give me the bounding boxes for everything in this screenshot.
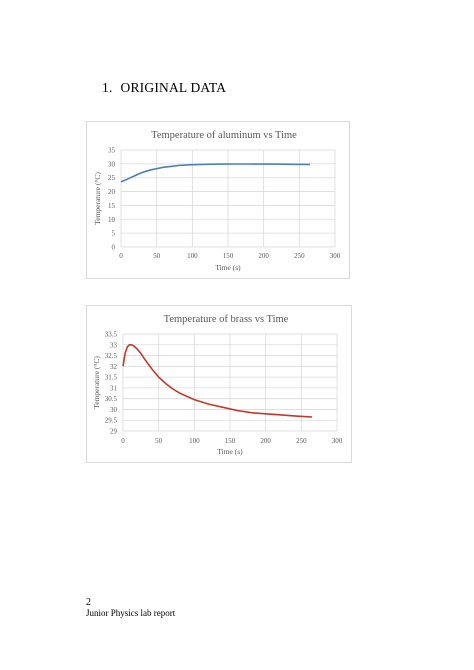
y-tick-label: 31.5 (105, 374, 118, 382)
chart-title: Temperature of brass vs Time (164, 314, 289, 325)
aluminum-chart: Temperature of aluminum vs Time 0 5 10 15 20 2… (86, 121, 350, 279)
x-tick-label: 100 (187, 252, 198, 260)
x-tick-label: 50 (155, 437, 163, 445)
brass-chart: Temperature of brass vs Time 29 29.5 30 30.5… (86, 305, 352, 463)
x-tick-label: 300 (330, 252, 341, 260)
brass-chart-svg: Temperature of brass vs Time 29 29.5 30 30.5… (92, 314, 343, 456)
x-axis-label: Time (s) (217, 447, 243, 456)
y-tick-label: 25 (108, 174, 116, 182)
page-number: 2 (86, 597, 91, 608)
x-tick-label: 200 (260, 437, 271, 445)
y-tick-label: 29.5 (105, 417, 118, 425)
footer-report-label: Junior Physics lab report (86, 608, 176, 618)
y-tick-label: 35 (108, 147, 116, 155)
x-tick-label: 150 (223, 252, 234, 260)
x-axis-label: Time (s) (215, 263, 241, 272)
x-tick-label: 200 (258, 252, 269, 260)
y-tick-label: 32 (110, 363, 118, 371)
y-tick-label: 10 (108, 216, 116, 224)
y-tick-label: 31 (110, 384, 118, 392)
chart-title: Temperature of aluminum vs Time (151, 130, 297, 141)
x-tick-label: 250 (296, 437, 307, 445)
x-tick-label: 100 (189, 437, 200, 445)
section-number: 1. (102, 80, 113, 95)
y-tick-label: 30.5 (105, 395, 118, 403)
y-tick-label: 29 (110, 428, 118, 436)
x-tick-label: 0 (121, 437, 125, 445)
section-heading: 1. ORIGINAL DATA (102, 80, 226, 96)
y-tick-label: 30 (108, 160, 116, 168)
y-tick-label: 0 (112, 244, 116, 252)
section-title: ORIGINAL DATA (120, 80, 227, 95)
x-tick-label: 150 (225, 437, 236, 445)
y-tick-label: 5 (112, 230, 116, 238)
series-line-0 (122, 343, 313, 418)
series-line-0 (120, 163, 311, 183)
y-axis-label: Temperature (°C) (93, 172, 102, 225)
aluminum-chart-svg: Temperature of aluminum vs Time 0 5 10 15 20 2… (93, 130, 341, 272)
y-tick-label: 33.5 (105, 331, 118, 339)
y-tick-label: 20 (108, 188, 116, 196)
y-tick-label: 32.5 (105, 352, 118, 360)
y-tick-label: 33 (110, 341, 118, 349)
x-tick-label: 50 (153, 252, 161, 260)
x-tick-label: 300 (332, 437, 343, 445)
y-tick-label: 15 (108, 202, 116, 210)
y-tick-label: 30 (110, 406, 118, 414)
x-tick-label: 250 (294, 252, 305, 260)
x-tick-label: 0 (119, 252, 123, 260)
y-axis-label: Temperature (°C) (92, 356, 101, 409)
